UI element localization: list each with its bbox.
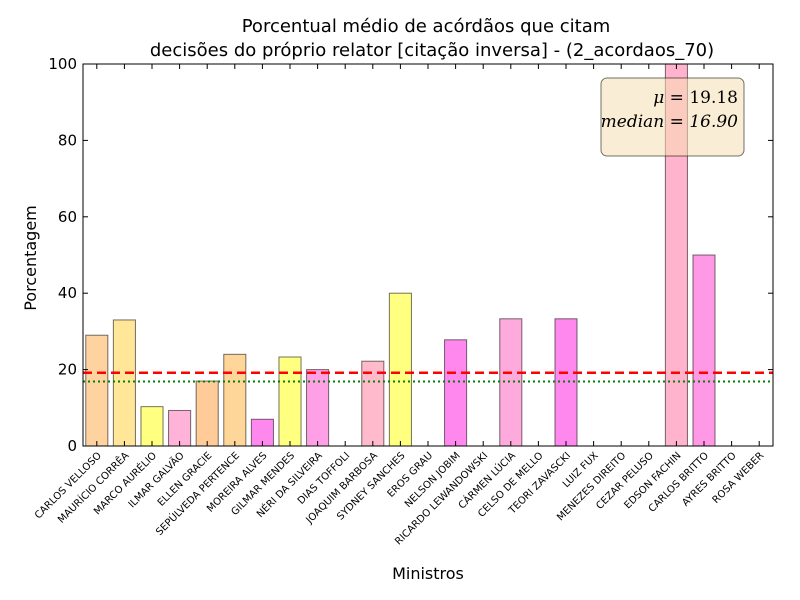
y-tick-label: 40 xyxy=(58,284,77,302)
stat-lines xyxy=(83,371,773,383)
x-tick-label: ROSA WEBER xyxy=(711,450,767,506)
bar xyxy=(444,339,468,447)
bar xyxy=(168,409,192,447)
bar xyxy=(278,356,302,447)
mean-value: = 19.18 xyxy=(664,88,738,108)
median-label: median xyxy=(601,112,665,132)
chart-title-line-2: decisões do próprio relator [citação inv… xyxy=(150,40,714,61)
bar xyxy=(85,334,109,447)
bar xyxy=(140,406,164,447)
bar xyxy=(223,353,247,447)
y-axis: 0 20 40 60 80 100 xyxy=(48,55,773,455)
y-tick-label: 80 xyxy=(58,131,77,149)
y-tick-label: 0 xyxy=(67,437,77,455)
stats-box-background xyxy=(600,77,745,157)
y-tick-label: 100 xyxy=(48,55,77,73)
mean-annotation: μ = 19.18 xyxy=(653,88,738,108)
y-tick-label: 60 xyxy=(58,208,77,226)
bars xyxy=(85,63,716,447)
median-value: = 16.90 xyxy=(664,112,738,132)
y-tick-label: 20 xyxy=(58,361,77,379)
stats-annotation-box: μ = 19.18 median = 16.90 xyxy=(600,77,745,157)
mean-symbol: μ xyxy=(653,88,664,108)
median-annotation: median = 16.90 xyxy=(601,112,738,132)
bar xyxy=(112,319,136,447)
bar xyxy=(195,380,219,447)
y-axis-label: Porcentagem xyxy=(21,205,40,311)
chart-title: Porcentual médio de acórdãos que citam d… xyxy=(150,16,714,61)
bar xyxy=(388,292,412,447)
x-axis-label: Ministros xyxy=(392,564,464,583)
chart-title-line-1: Porcentual médio de acórdãos que citam xyxy=(242,16,611,37)
bar xyxy=(692,254,716,447)
